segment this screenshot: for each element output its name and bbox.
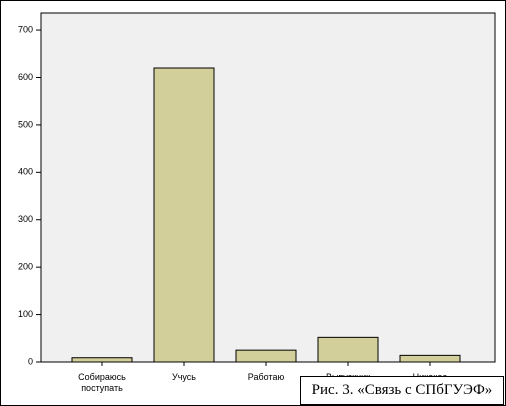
bar: [317, 336, 379, 363]
y-tick-label: 400: [18, 167, 33, 177]
y-tick-label: 0: [28, 356, 33, 366]
plot-area: [40, 12, 496, 363]
x-tick-label: Собираюсь поступать: [78, 372, 126, 393]
y-tick-label: 200: [18, 262, 33, 272]
x-tick-label: Работаю: [247, 372, 285, 382]
bar: [399, 354, 461, 363]
x-tick-label: Учусь: [172, 372, 196, 382]
bar: [71, 357, 133, 363]
y-tick-label: 700: [18, 24, 33, 34]
figure-caption: Рис. 3. «Связь с СПбГУЭФ»: [300, 376, 504, 405]
bar: [235, 349, 297, 363]
bar: [153, 67, 215, 363]
y-tick-label: 600: [18, 72, 33, 82]
y-tick-label: 500: [18, 119, 33, 129]
y-tick-label: 300: [18, 214, 33, 224]
y-tick-label: 100: [18, 309, 33, 319]
